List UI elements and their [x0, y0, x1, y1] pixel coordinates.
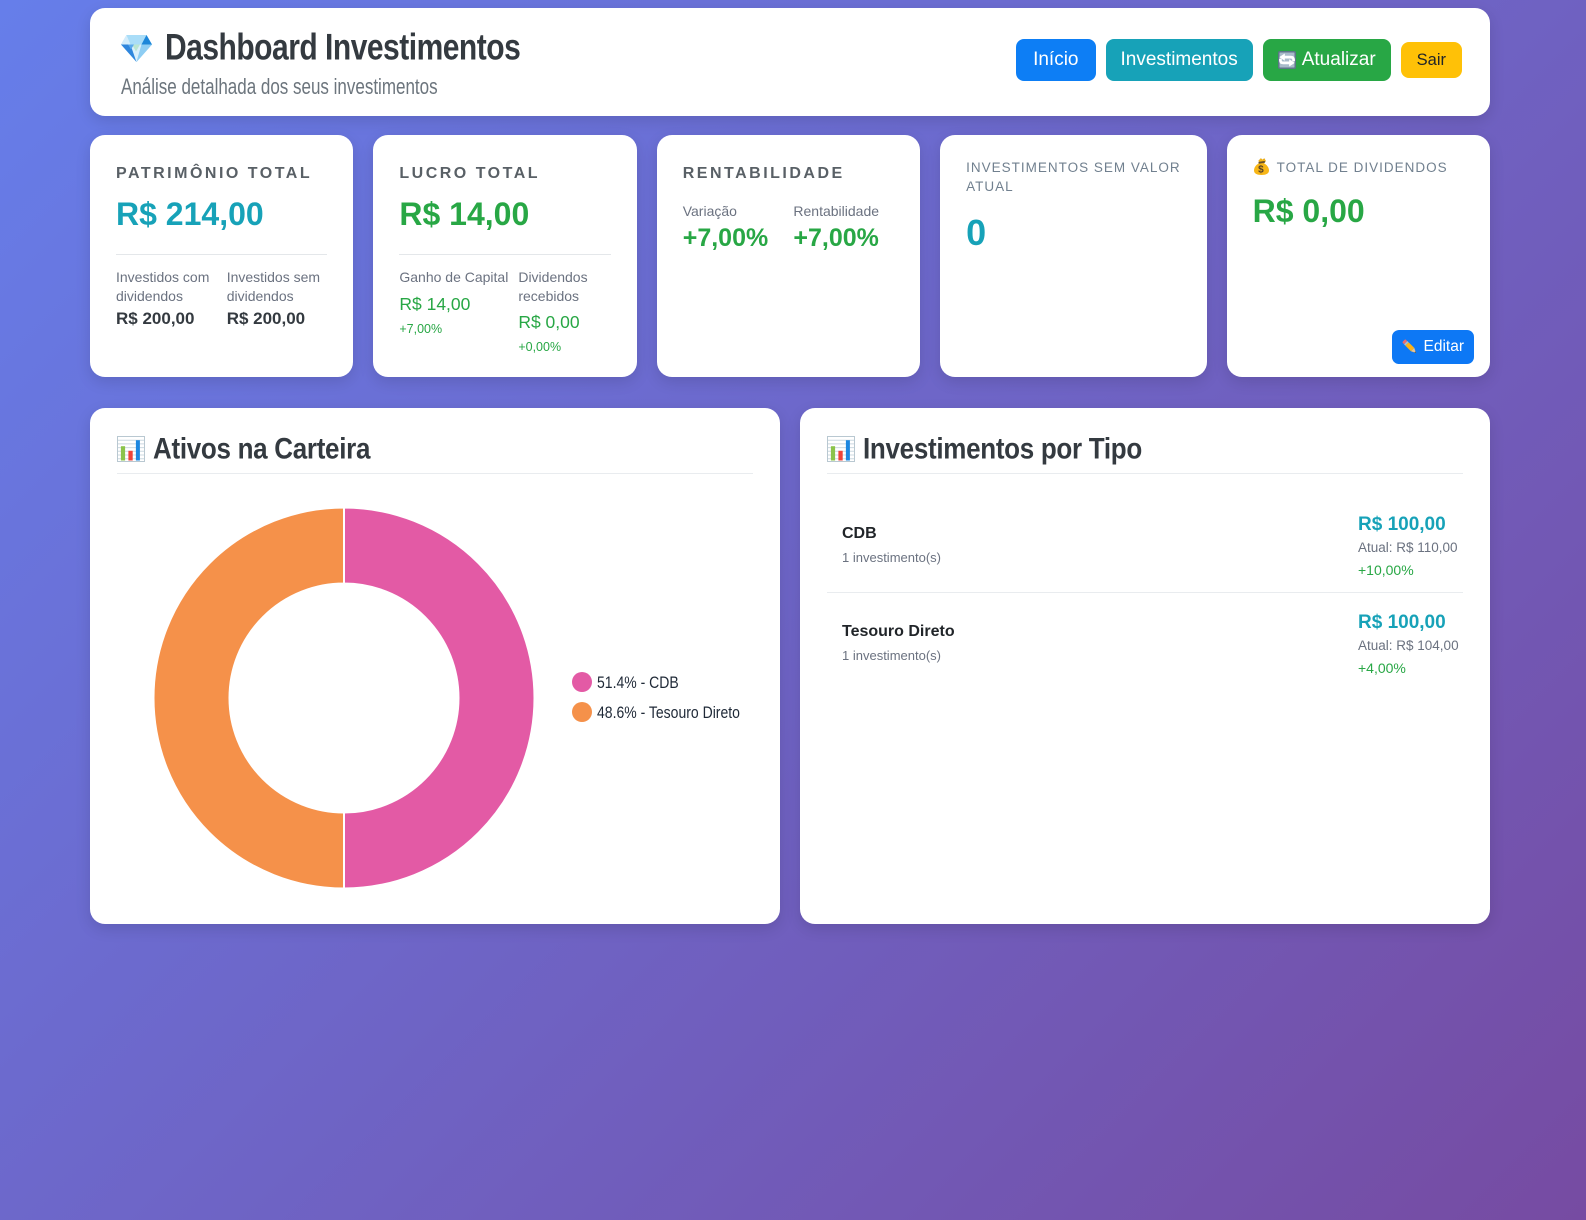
svg-text:$: $ — [1258, 164, 1265, 175]
